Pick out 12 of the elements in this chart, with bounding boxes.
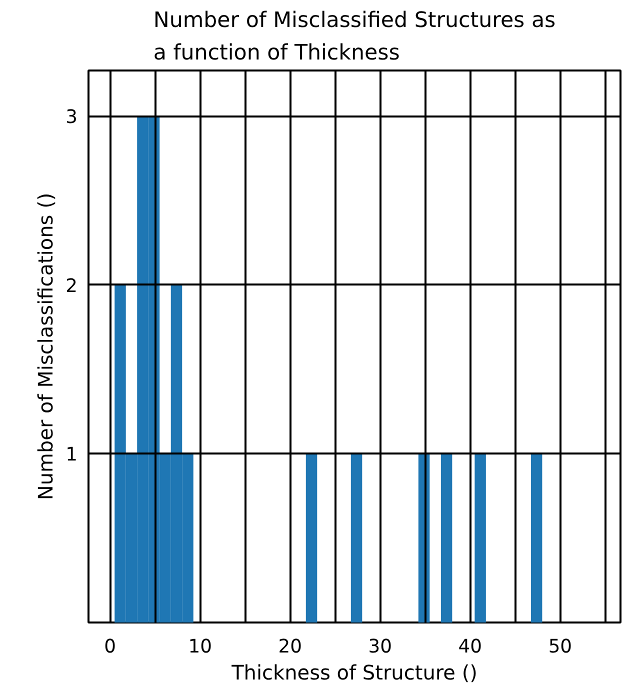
x-tick-label: 30 (368, 636, 392, 658)
y-tick-label: 2 (66, 276, 78, 297)
y-tick-label: 1 (66, 444, 78, 466)
x-tick-label: 0 (104, 636, 116, 658)
x-tick-label: 10 (188, 636, 212, 658)
x-tick-label: 50 (548, 636, 572, 658)
chart-title: Number of Misclassified Structures as a function of Thickness (153, 8, 556, 66)
x-axis-title: Thickness of Structure () (230, 660, 478, 684)
x-tick-label: 40 (458, 636, 482, 658)
y-tick-label: 3 (66, 107, 78, 128)
y-axis-title: Number of Misclassifications () (34, 192, 58, 500)
x-tick-label: 20 (278, 636, 302, 658)
